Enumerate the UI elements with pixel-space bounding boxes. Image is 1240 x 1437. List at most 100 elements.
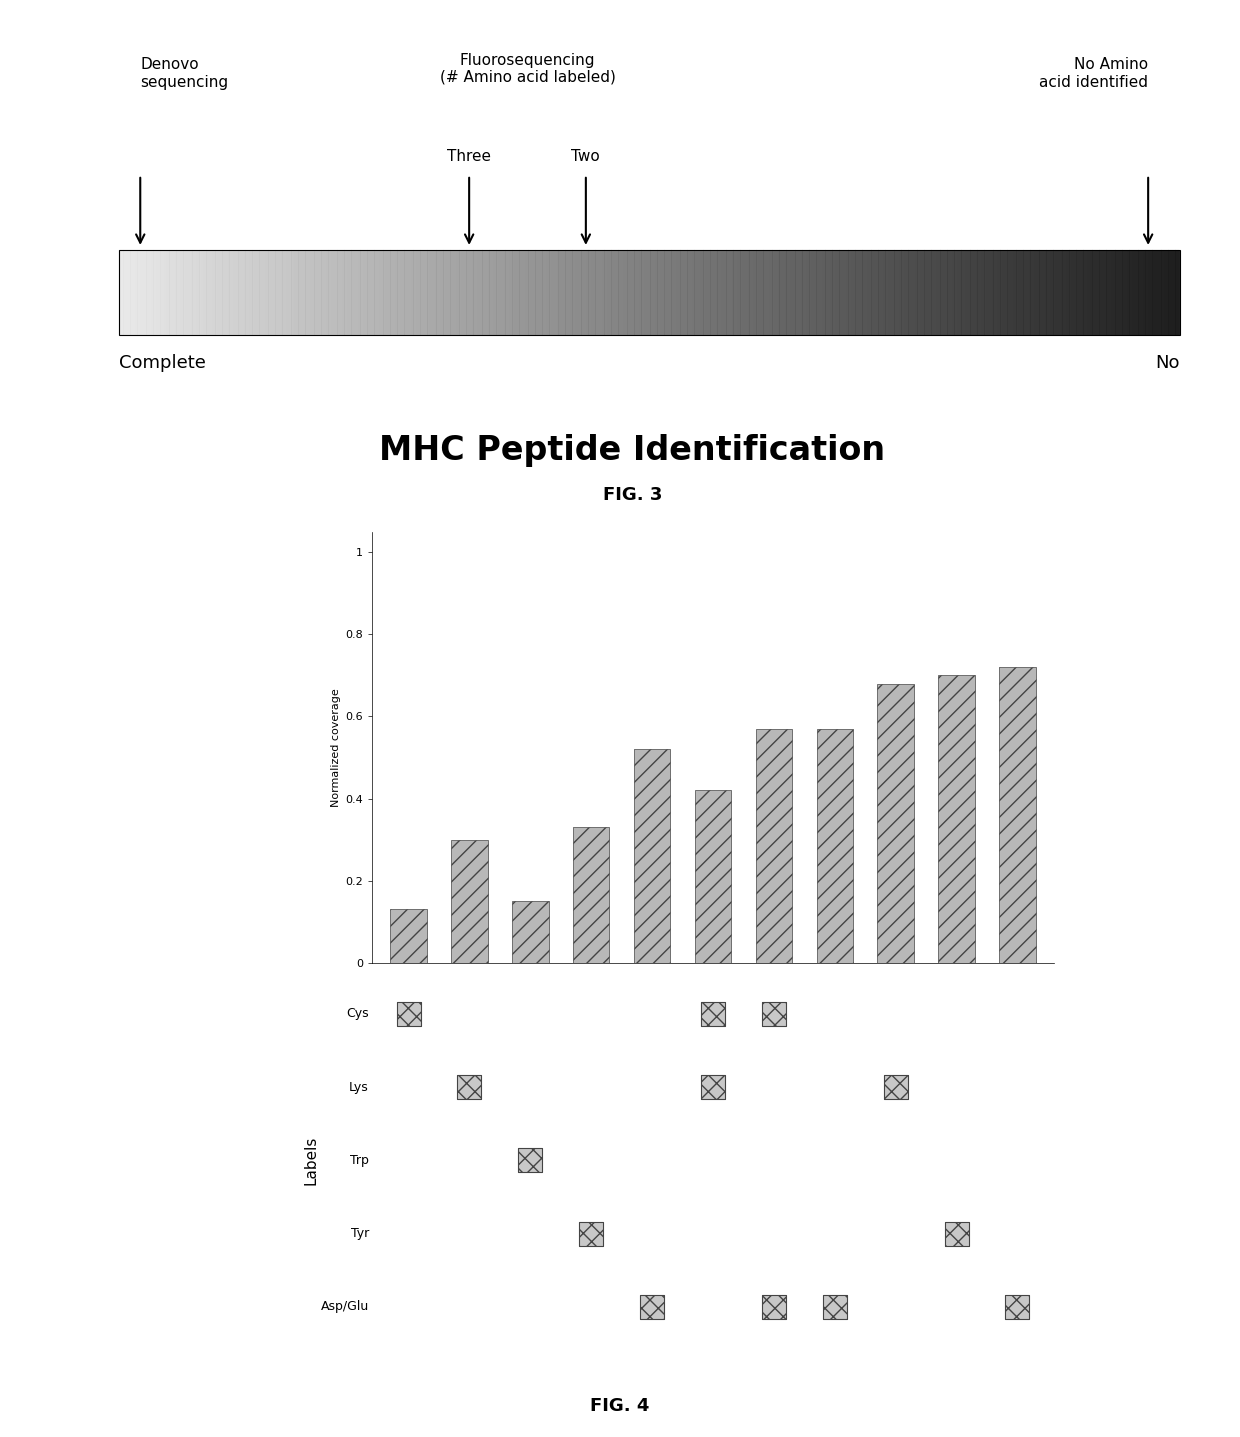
Bar	[191, 250, 193, 335]
Bar	[808, 250, 811, 335]
Bar	[869, 250, 872, 335]
Bar	[151, 250, 154, 335]
Bar	[915, 250, 918, 335]
Bar	[694, 790, 732, 963]
Bar	[1039, 250, 1042, 335]
Bar	[140, 250, 143, 335]
Bar	[827, 250, 830, 335]
Bar	[440, 250, 443, 335]
Bar	[575, 250, 578, 335]
Bar	[315, 250, 317, 335]
Bar	[284, 250, 286, 335]
Bar	[480, 250, 482, 335]
Text: No Amino
acid identified: No Amino acid identified	[1039, 57, 1148, 89]
Bar	[419, 250, 422, 335]
Bar	[263, 250, 265, 335]
Bar	[226, 250, 228, 335]
Bar	[289, 250, 291, 335]
Bar	[1100, 250, 1104, 335]
Bar	[753, 250, 755, 335]
Bar	[429, 250, 432, 335]
Bar	[573, 828, 610, 963]
Bar	[939, 675, 975, 963]
Bar	[1097, 250, 1100, 335]
Bar	[981, 250, 983, 335]
Bar	[448, 250, 450, 335]
Bar	[398, 250, 401, 335]
Bar	[578, 250, 580, 335]
Bar	[562, 250, 564, 335]
Bar	[512, 250, 515, 335]
Bar	[270, 250, 273, 335]
Text: Fluorosequencing
(# Amino acid labeled): Fluorosequencing (# Amino acid labeled)	[439, 53, 615, 85]
Bar	[983, 250, 986, 335]
Bar	[573, 250, 575, 335]
Bar	[684, 250, 687, 335]
Bar	[1032, 250, 1034, 335]
Bar	[265, 250, 268, 335]
Bar	[435, 250, 438, 335]
Bar	[748, 250, 750, 335]
Bar	[1169, 250, 1172, 335]
Bar	[520, 250, 522, 335]
Bar	[692, 250, 694, 335]
Bar	[1055, 250, 1058, 335]
Bar	[1004, 250, 1008, 335]
Bar	[228, 250, 231, 335]
Bar	[387, 250, 389, 335]
Bar	[286, 250, 289, 335]
Bar	[1048, 250, 1050, 335]
Bar	[193, 250, 196, 335]
Bar	[461, 250, 464, 335]
Bar	[401, 250, 403, 335]
Bar	[583, 250, 585, 335]
Bar	[219, 250, 222, 335]
Bar	[939, 250, 941, 335]
Bar	[880, 250, 883, 335]
Bar	[764, 250, 766, 335]
Bar	[164, 250, 167, 335]
Bar	[296, 250, 299, 335]
Point	[764, 1002, 784, 1025]
Bar	[536, 250, 538, 335]
Bar	[501, 250, 503, 335]
Bar	[324, 250, 326, 335]
Bar	[1130, 250, 1132, 335]
Bar	[1016, 250, 1018, 335]
Bar	[363, 250, 366, 335]
Bar	[599, 250, 601, 335]
Bar	[906, 250, 909, 335]
Bar	[806, 250, 808, 335]
Bar	[389, 250, 392, 335]
Bar	[238, 250, 241, 335]
Bar	[967, 250, 971, 335]
Bar	[928, 250, 931, 335]
Bar	[631, 250, 634, 335]
Bar	[652, 250, 655, 335]
Bar	[329, 250, 331, 335]
Bar	[326, 250, 329, 335]
Bar	[1037, 250, 1039, 335]
Bar	[522, 250, 525, 335]
Bar	[944, 250, 946, 335]
Text: Denovo
sequencing: Denovo sequencing	[140, 57, 228, 89]
Bar	[170, 250, 172, 335]
Bar	[678, 250, 681, 335]
Bar	[1029, 250, 1032, 335]
Bar	[175, 250, 177, 335]
Bar	[268, 250, 270, 335]
Bar	[366, 250, 368, 335]
Bar	[909, 250, 913, 335]
Bar	[291, 250, 294, 335]
Bar	[273, 250, 275, 335]
Bar	[432, 250, 435, 335]
Bar	[498, 250, 501, 335]
Bar	[769, 250, 771, 335]
Bar	[143, 250, 145, 335]
Bar	[275, 250, 278, 335]
Bar	[758, 250, 761, 335]
Bar	[384, 250, 387, 335]
Bar	[303, 250, 305, 335]
Bar	[952, 250, 955, 335]
Bar	[438, 250, 440, 335]
